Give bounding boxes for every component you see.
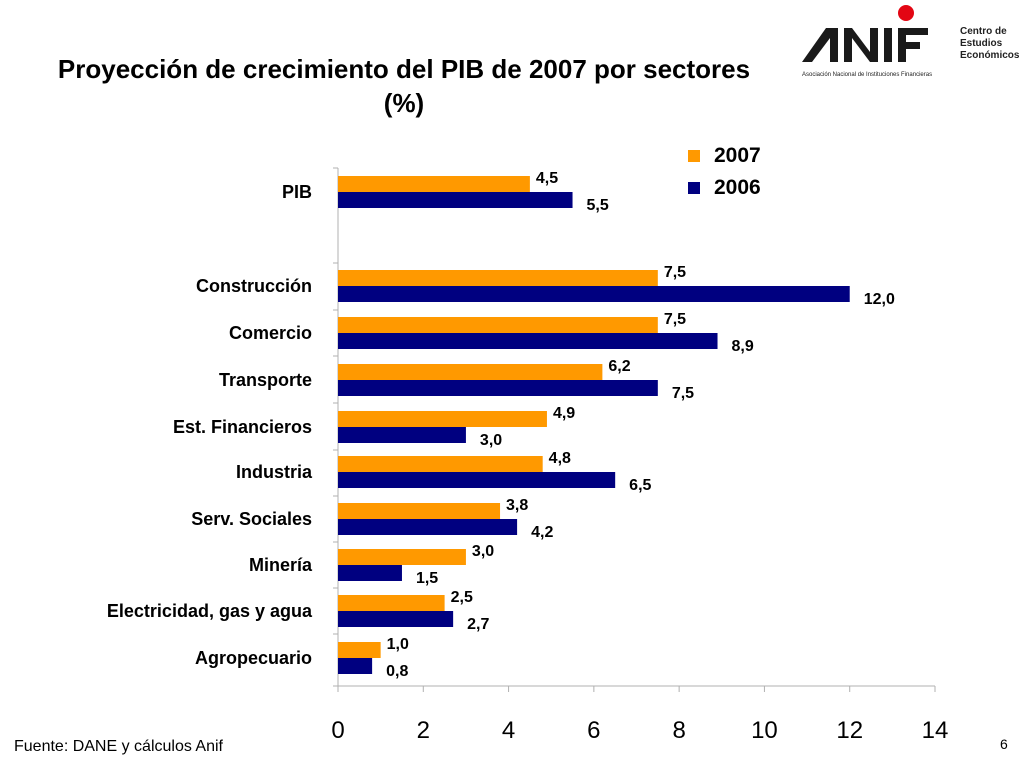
x-tick-label: 4 <box>502 717 515 744</box>
chart-title-line1: Proyección de crecimiento del PIB de 200… <box>57 54 751 84</box>
data-label-2006: 12,0 <box>864 291 895 308</box>
bar-2006 <box>338 519 518 535</box>
legend-swatch-2007 <box>688 150 700 162</box>
category-label: Est. Financieros <box>173 417 312 437</box>
category-label: PIB <box>282 182 312 202</box>
data-label-2007: 7,5 <box>664 264 686 281</box>
x-tick-label: 2 <box>417 717 430 744</box>
bar-2007 <box>338 176 530 192</box>
category-label: Electricidad, gas y agua <box>107 601 313 621</box>
x-tick-label: 14 <box>922 717 949 744</box>
category-label: Industria <box>236 462 313 482</box>
logo-side-text: Centro de Estudios Económicos <box>960 26 1019 62</box>
data-label-2006: 1,5 <box>416 570 438 587</box>
x-tick-label: 12 <box>836 717 863 744</box>
logo-subtitle: Asociación Nacional de Instituciones Fin… <box>802 72 933 78</box>
bar-2006 <box>338 380 658 396</box>
bar-2006 <box>338 333 718 349</box>
data-label-2007: 4,8 <box>549 450 571 467</box>
bar-2006 <box>338 472 616 488</box>
category-label: Minería <box>249 555 313 575</box>
x-tick-label: 6 <box>587 717 600 744</box>
logo-red-dot <box>898 5 914 21</box>
bar-2007 <box>338 503 501 519</box>
anif-logo-mark <box>802 5 928 62</box>
bar-2007 <box>338 549 466 565</box>
category-label: Agropecuario <box>195 648 312 668</box>
x-tick-label: 0 <box>331 717 344 744</box>
data-label-2006: 3,0 <box>480 432 502 449</box>
logo-wordmark-shape <box>802 28 928 62</box>
data-label-2007: 1,0 <box>387 636 409 653</box>
chart-title-line2: (%) <box>383 88 425 118</box>
bar-2006 <box>338 565 402 581</box>
bar-2007 <box>338 270 658 286</box>
bar-2006 <box>338 192 573 208</box>
bar-2007 <box>338 364 603 380</box>
data-label-2006: 6,5 <box>629 477 651 494</box>
data-label-2006: 7,5 <box>672 385 694 402</box>
x-tick-label: 8 <box>672 717 685 744</box>
anif-logo: Asociación Nacional de Instituciones Fin… <box>800 4 1024 84</box>
category-label: Serv. Sociales <box>191 509 312 529</box>
legend-label-2007: 2007 <box>714 144 761 167</box>
bar-2007 <box>338 595 445 611</box>
legend-item-2006: 2006 <box>688 172 761 204</box>
x-tick-label: 10 <box>751 717 778 744</box>
bar-2006 <box>338 286 850 302</box>
legend-item-2007: 2007 <box>688 140 761 172</box>
data-label-2007: 4,9 <box>553 405 575 422</box>
chart-title: Proyección de crecimiento del PIB de 200… <box>0 52 808 120</box>
data-label-2007: 4,5 <box>536 170 558 187</box>
data-label-2007: 3,0 <box>472 543 494 560</box>
data-label-2007: 3,8 <box>506 497 528 514</box>
chart-legend: 2007 2006 <box>688 140 761 204</box>
data-label-2006: 4,2 <box>531 524 553 541</box>
category-label: Comercio <box>229 323 312 343</box>
bar-2007 <box>338 642 381 658</box>
source-note: Fuente: DANE y cálculos Anif <box>14 738 223 755</box>
category-label: Transporte <box>219 370 312 390</box>
logo-side-line: Estudios <box>960 38 1003 49</box>
bar-2006 <box>338 611 454 627</box>
bar-2007 <box>338 456 543 472</box>
data-label-2007: 7,5 <box>664 311 686 328</box>
data-label-2007: 2,5 <box>451 589 473 606</box>
legend-label-2006: 2006 <box>714 176 761 199</box>
data-label-2007: 6,2 <box>608 358 630 375</box>
data-label-2006: 8,9 <box>732 338 754 355</box>
logo-side-line: Económicos <box>960 50 1020 61</box>
bar-2007 <box>338 411 547 427</box>
page-number: 6 <box>1000 736 1008 752</box>
bar-2006 <box>338 427 466 443</box>
bar-2007 <box>338 317 658 333</box>
category-label: Construcción <box>196 276 312 296</box>
data-label-2006: 5,5 <box>587 197 609 214</box>
logo-side-line: Centro de <box>960 26 1007 37</box>
data-label-2006: 0,8 <box>386 663 408 680</box>
legend-swatch-2006 <box>688 182 700 194</box>
bar-2006 <box>338 658 373 674</box>
data-label-2006: 2,7 <box>467 616 489 633</box>
